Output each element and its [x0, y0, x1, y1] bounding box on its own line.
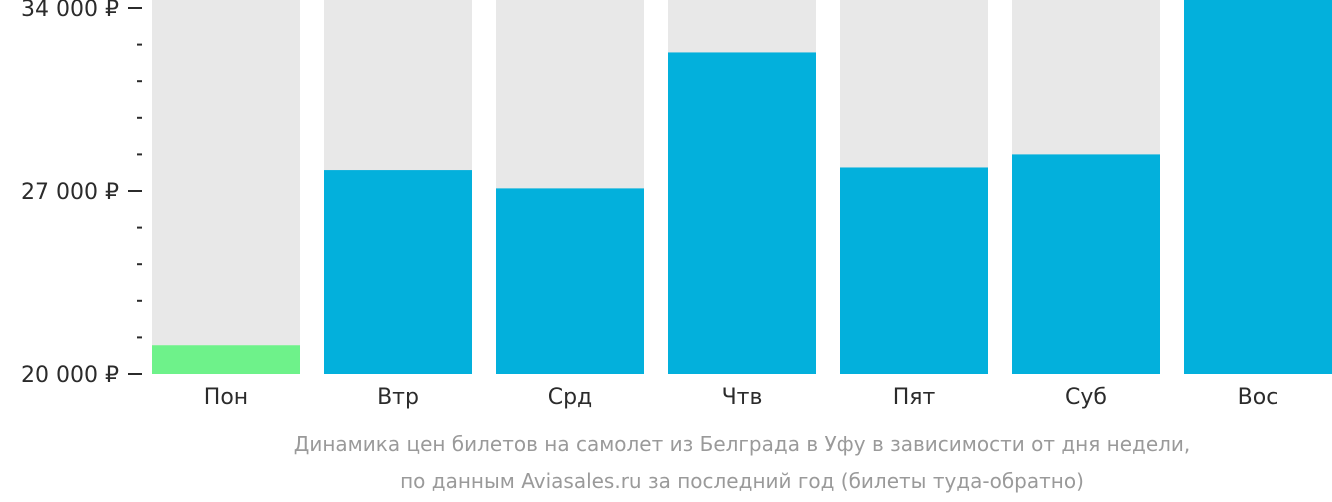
bar-5 [840, 167, 988, 374]
x-tick-label-6: Суб [1065, 385, 1107, 410]
x-tick-label-7: Вос [1238, 385, 1279, 410]
y-tick-label-3: 34 000 ₽ [21, 0, 119, 22]
x-tick-label-3: Срд [548, 385, 593, 410]
caption-line-2: по данным Aviasales.ru за последний год … [400, 469, 1084, 493]
caption-line-1: Динамика цен билетов на самолет из Белгр… [294, 432, 1191, 456]
y-axis: 20 000 ₽ 27 000 ₽ 34 000 ₽ [21, 0, 142, 388]
chart-caption: Динамика цен билетов на самолет из Белгр… [294, 432, 1191, 493]
bar-7 [1184, 0, 1332, 374]
y-tick-label-1: 20 000 ₽ [21, 363, 119, 388]
x-tick-label-2: Втр [377, 385, 419, 410]
bar-2 [324, 170, 472, 374]
y-tick-label-2: 27 000 ₽ [21, 180, 119, 205]
bar-background-1 [152, 0, 300, 374]
x-tick-label-5: Пят [893, 385, 936, 410]
bars [152, 0, 1332, 374]
x-tick-label-1: Пон [204, 385, 248, 410]
x-axis: Пон Втр Срд Чтв Пят Суб Вос [204, 385, 1279, 410]
bar-4 [668, 52, 816, 374]
bar-3 [496, 188, 644, 374]
bar-6 [1012, 154, 1160, 374]
bar-1 [152, 345, 300, 374]
x-tick-label-4: Чтв [722, 385, 763, 410]
